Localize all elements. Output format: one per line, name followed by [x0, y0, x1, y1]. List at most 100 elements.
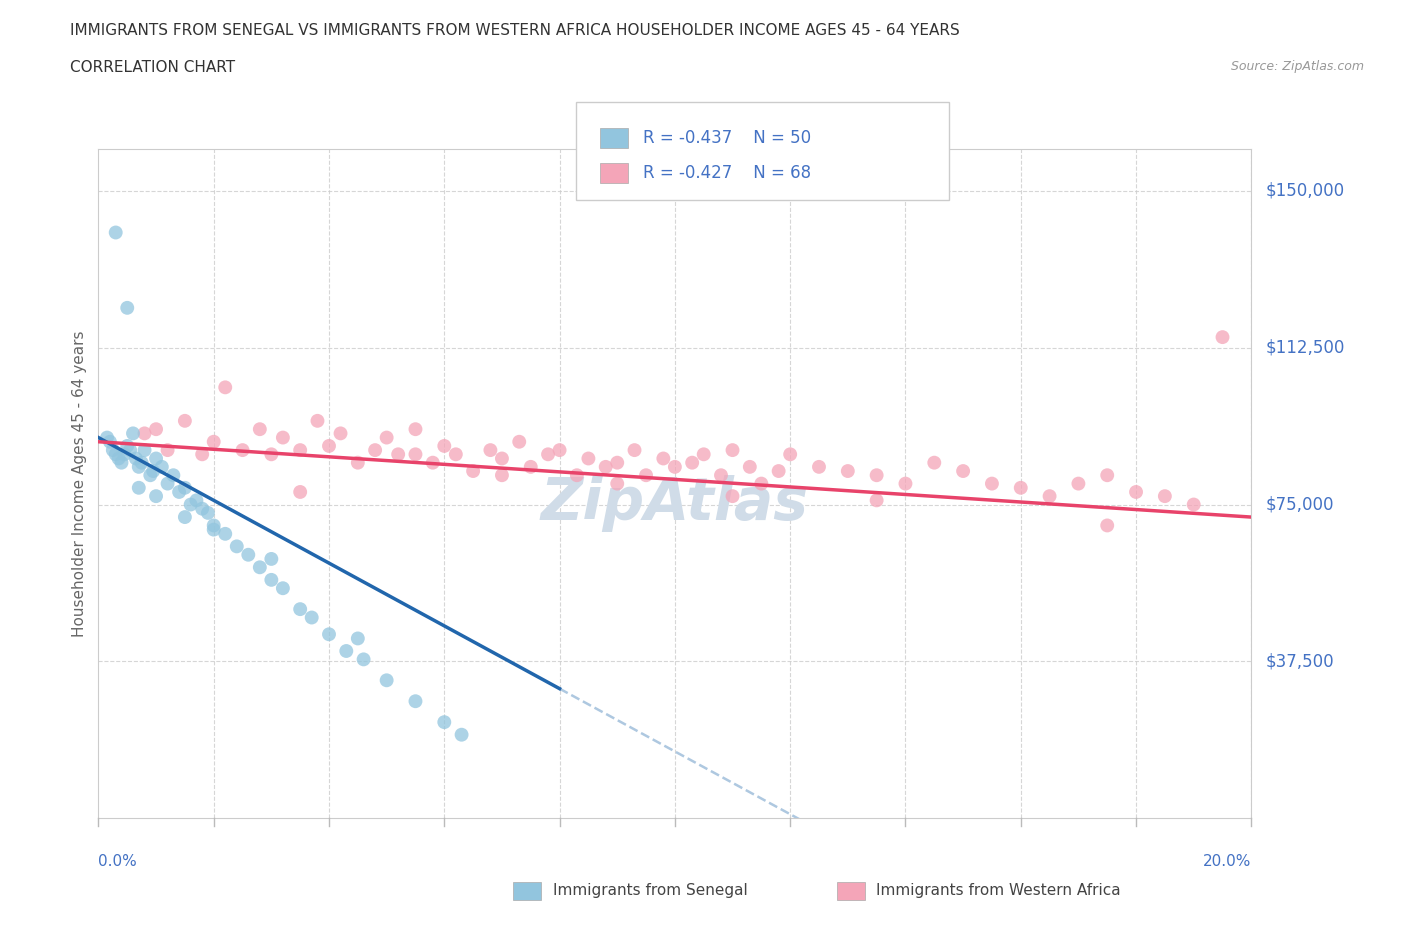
Point — [131, 456, 153, 471]
Point — [1182, 498, 1205, 512]
Point — [260, 551, 283, 566]
Point — [508, 434, 530, 449]
Point — [479, 443, 502, 458]
Text: $150,000: $150,000 — [1265, 181, 1344, 200]
Text: $112,500: $112,500 — [1265, 339, 1344, 356]
Point — [738, 459, 761, 474]
Point — [1067, 476, 1090, 491]
Point — [180, 498, 202, 512]
Point — [214, 526, 236, 541]
Point — [145, 422, 167, 437]
Point — [721, 443, 744, 458]
Point — [139, 468, 162, 483]
Point — [191, 447, 214, 462]
Point — [128, 459, 150, 474]
Point — [107, 451, 129, 466]
Point — [191, 501, 214, 516]
Point — [318, 627, 340, 642]
Point — [520, 459, 543, 474]
Point — [197, 506, 219, 521]
Point — [346, 456, 368, 471]
Point — [150, 459, 173, 474]
Point — [145, 489, 167, 504]
Point — [260, 573, 283, 588]
Point — [375, 430, 398, 445]
Point — [225, 539, 247, 554]
Point — [202, 434, 225, 449]
Point — [1125, 485, 1147, 499]
Point — [405, 422, 427, 437]
Point — [271, 580, 294, 596]
Point — [636, 468, 658, 483]
Point — [174, 510, 197, 525]
Point — [174, 481, 197, 496]
Point — [346, 631, 368, 646]
Point — [1153, 489, 1175, 504]
Point — [202, 523, 225, 538]
Point — [125, 451, 148, 466]
Point — [290, 602, 312, 617]
Point — [595, 459, 617, 474]
Point — [375, 673, 398, 688]
Point — [664, 459, 686, 474]
Point — [98, 434, 121, 449]
Point — [405, 447, 427, 462]
Point — [1097, 518, 1119, 533]
Point — [405, 694, 427, 709]
Point — [122, 426, 145, 441]
Point — [548, 443, 571, 458]
Point — [117, 300, 138, 315]
Point — [112, 447, 135, 462]
Point — [721, 489, 744, 504]
Point — [623, 443, 645, 458]
Point — [491, 451, 513, 466]
Point — [710, 468, 733, 483]
Point — [186, 493, 208, 508]
Point — [110, 456, 132, 471]
Point — [134, 426, 156, 441]
Point — [837, 464, 859, 479]
Point — [981, 476, 1004, 491]
Point — [537, 447, 560, 462]
Point — [134, 443, 156, 458]
Point — [364, 443, 387, 458]
Text: R = -0.437    N = 50: R = -0.437 N = 50 — [643, 129, 811, 147]
Point — [335, 644, 357, 658]
Point — [162, 468, 184, 483]
Point — [353, 652, 375, 667]
Point — [952, 464, 974, 479]
Point — [1097, 468, 1119, 483]
Text: ZipAtlas: ZipAtlas — [541, 475, 808, 532]
Text: 20.0%: 20.0% — [1204, 854, 1251, 869]
Text: 0.0%: 0.0% — [98, 854, 138, 869]
Point — [1038, 489, 1062, 504]
Point — [461, 464, 484, 479]
Point — [167, 485, 190, 499]
Point — [145, 451, 167, 466]
Point — [652, 451, 675, 466]
Point — [231, 443, 254, 458]
Point — [444, 447, 467, 462]
Point — [422, 456, 444, 471]
Point — [301, 610, 323, 625]
Point — [101, 443, 124, 458]
Text: CORRELATION CHART: CORRELATION CHART — [70, 60, 235, 75]
Point — [117, 439, 138, 454]
Point — [156, 476, 179, 491]
Point — [318, 439, 340, 454]
Point — [433, 439, 456, 454]
Point — [174, 413, 197, 428]
Point — [290, 443, 312, 458]
Point — [202, 518, 225, 533]
Point — [606, 456, 628, 471]
Point — [96, 430, 118, 445]
Point — [1010, 481, 1032, 496]
Point — [865, 493, 889, 508]
Point — [142, 464, 165, 479]
Point — [104, 225, 127, 240]
Point — [329, 426, 352, 441]
Point — [450, 727, 472, 742]
Point — [249, 560, 271, 575]
Point — [271, 430, 294, 445]
Point — [576, 451, 599, 466]
